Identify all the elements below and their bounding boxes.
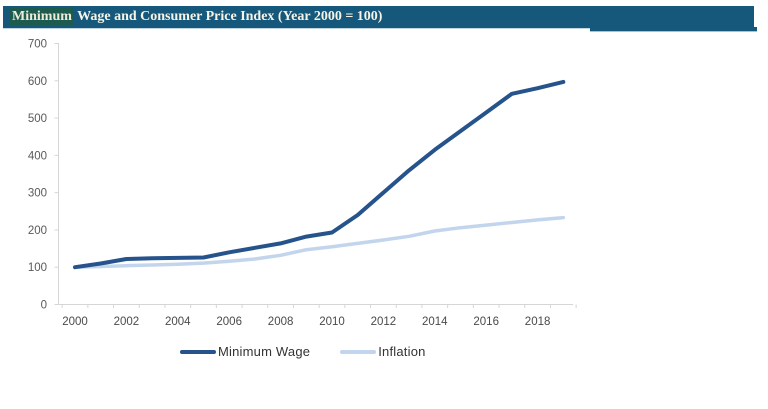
chart-legend: Minimum Wage Inflation: [180, 344, 426, 359]
y-tick-label: 300: [28, 188, 47, 200]
y-axis-labels: 0 100 200 300 400 500 600 700: [28, 39, 47, 312]
x-tick-label: 2006: [216, 316, 242, 328]
x-tick-label: 2018: [525, 316, 551, 328]
y-tick-label: 400: [28, 150, 47, 162]
x-tick-label: 2012: [371, 316, 397, 328]
x-tick-label: 2014: [422, 316, 448, 328]
axes: [54, 43, 577, 308]
inflation-line-swatch: [340, 349, 377, 354]
x-tick-label: 2008: [268, 316, 294, 328]
y-tick-label: 100: [28, 262, 47, 274]
minimum-wage-line-swatch: [180, 349, 216, 354]
y-tick-label: 0: [41, 300, 47, 312]
legend-label: Minimum Wage: [218, 344, 311, 359]
y-tick-label: 200: [28, 225, 47, 237]
y-tick-label: 500: [28, 113, 47, 125]
legend-item-inflation: Inflation: [340, 344, 425, 359]
search-highlight: Minimum: [10, 8, 74, 25]
legend-item-minimum-wage: Minimum Wage: [180, 344, 310, 359]
y-tick-label: 700: [28, 39, 47, 51]
x-tick-label: 2010: [319, 316, 345, 328]
chart-title-banner: Minimum Wage and Consumer Price Index (Y…: [3, 6, 754, 28]
x-tick-label: 2002: [114, 316, 140, 328]
x-axis-labels: 2000 2002 2004 2006 2008 2010 2012 2014 2016 2018: [62, 316, 550, 328]
x-tick-label: 2004: [165, 316, 191, 328]
legend-label: Inflation: [378, 344, 426, 359]
y-tick-label: 600: [28, 76, 47, 88]
x-tick-label: 2000: [62, 316, 88, 328]
chart-title-text: Wage and Consumer Price Index (Year 2000…: [73, 9, 383, 24]
x-tick-label: 2016: [473, 316, 499, 328]
title-banner-shadow: [590, 27, 757, 32]
inflation-line: [73, 215, 566, 269]
minimum-wage-line: [73, 79, 566, 270]
